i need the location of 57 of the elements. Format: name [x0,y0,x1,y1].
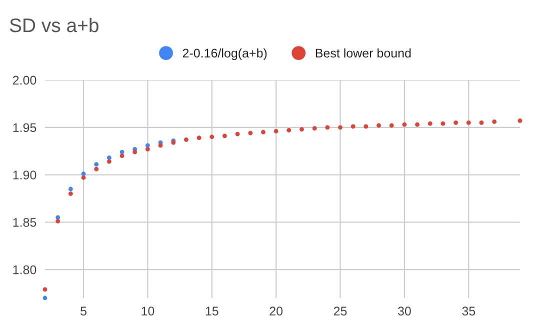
point [350,124,356,129]
point [312,126,317,131]
point [132,150,138,154]
point [286,128,292,132]
x-tick-label: 20 [270,306,283,316]
point [389,123,394,128]
point [158,143,163,148]
point [376,123,381,128]
point [235,132,240,136]
point [56,219,60,224]
point [68,186,73,192]
point [274,128,278,134]
point [338,125,342,130]
point [454,120,458,125]
point [364,124,368,129]
point [42,287,48,292]
x-tick-label: 15 [206,306,218,316]
point [81,175,86,180]
point [248,130,253,136]
point [196,136,202,140]
point [120,150,124,154]
point [402,122,407,127]
point [184,138,188,142]
y-tick-label: 1.90 [13,170,36,180]
point [415,122,420,127]
x-tick-label: 10 [142,306,154,316]
point [120,154,124,158]
legend-label: 2-0.16/log(a+b) [182,48,267,60]
point [492,120,497,124]
point [146,146,150,152]
x-tick-label: 35 [462,306,476,316]
y-tick-label: 1.80 [13,265,36,274]
point [479,120,484,125]
point [94,166,99,172]
point [261,130,266,134]
x-tick-label: 5 [80,306,86,316]
y-tick-label: 1.95 [13,123,36,132]
point [466,120,471,125]
point [222,134,227,138]
chart-title: SD vs a+b [10,18,98,32]
point [428,121,432,126]
legend-label: Best lower bound [316,48,411,58]
point [42,296,48,300]
point [106,156,112,160]
y-tick-label: 2.00 [12,76,36,85]
point [146,143,150,148]
x-tick-label: 25 [334,306,347,316]
point [106,159,112,164]
point [440,121,446,126]
point [300,127,304,132]
point [325,125,330,130]
y-tick-label: 1.85 [13,218,36,227]
point [210,134,214,140]
point [68,192,73,196]
point [94,162,99,167]
point [518,118,522,123]
x-tick-label: 30 [398,306,411,316]
